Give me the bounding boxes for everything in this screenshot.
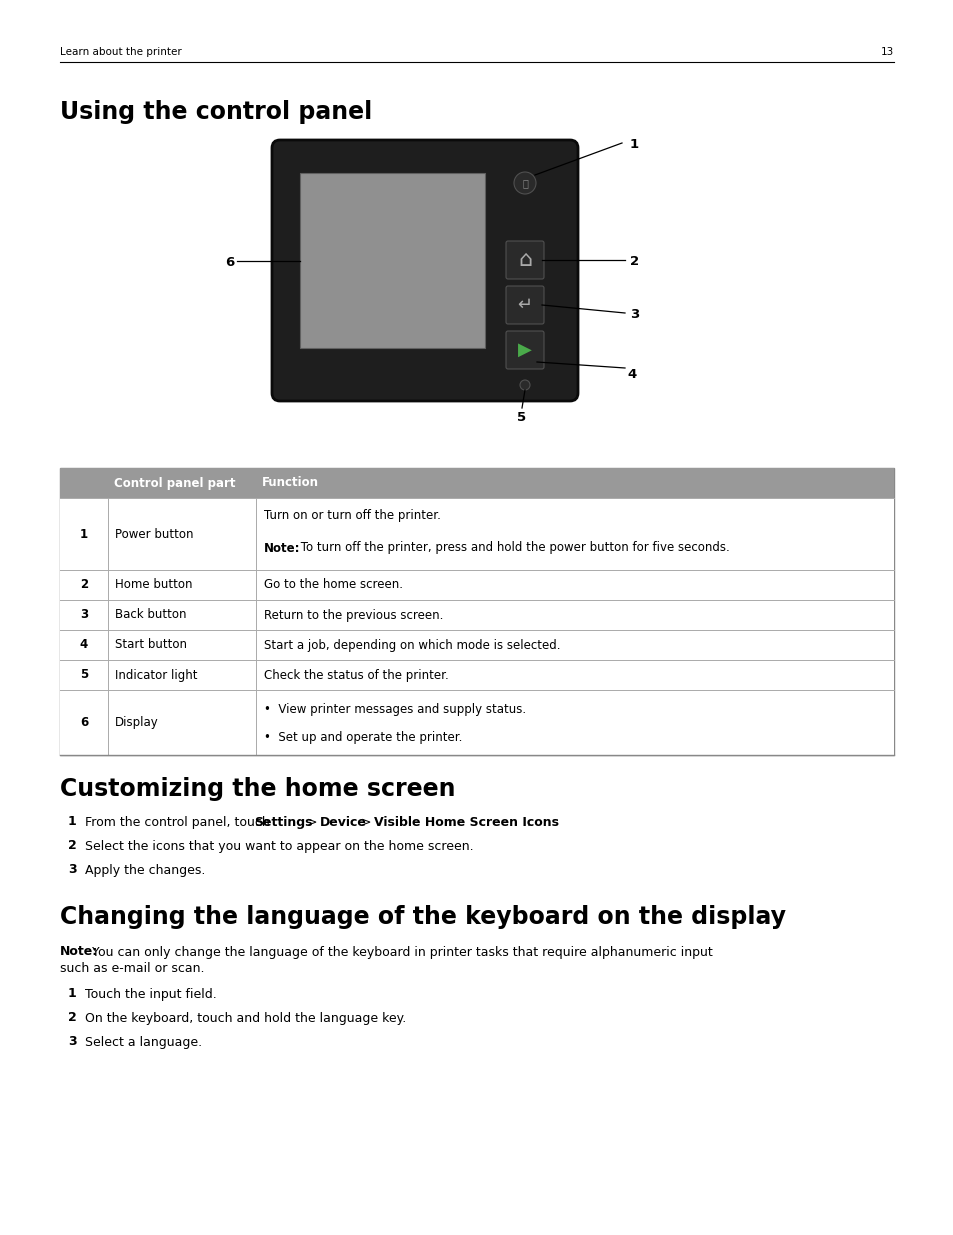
Text: 6: 6 xyxy=(225,256,234,268)
Text: Customizing the home screen: Customizing the home screen xyxy=(60,777,455,802)
FancyBboxPatch shape xyxy=(505,241,543,279)
Text: Function: Function xyxy=(262,477,318,489)
Text: 1: 1 xyxy=(68,815,76,827)
Text: ▶: ▶ xyxy=(517,341,532,359)
Text: 4: 4 xyxy=(80,638,88,652)
Text: 2: 2 xyxy=(629,254,639,268)
Bar xyxy=(60,690,893,755)
Text: ↵: ↵ xyxy=(517,296,532,314)
Text: Settings: Settings xyxy=(254,816,313,829)
Circle shape xyxy=(514,172,536,194)
Text: Select a language.: Select a language. xyxy=(85,1036,202,1049)
Text: Note:: Note: xyxy=(264,541,300,555)
Text: ⌂: ⌂ xyxy=(517,249,532,270)
Text: Go to the home screen.: Go to the home screen. xyxy=(264,578,402,592)
Text: ⏻: ⏻ xyxy=(521,178,527,188)
Text: Changing the language of the keyboard on the display: Changing the language of the keyboard on… xyxy=(60,905,785,929)
Text: >: > xyxy=(356,816,375,829)
Text: Learn about the printer: Learn about the printer xyxy=(60,47,182,57)
Text: Device: Device xyxy=(320,816,367,829)
Text: Start a job, depending on which mode is selected.: Start a job, depending on which mode is … xyxy=(264,638,560,652)
Text: 5: 5 xyxy=(517,411,526,424)
Bar xyxy=(60,659,893,690)
Text: .: . xyxy=(526,816,530,829)
Text: Display: Display xyxy=(115,716,158,729)
Text: On the keyboard, touch and hold the language key.: On the keyboard, touch and hold the lang… xyxy=(85,1011,406,1025)
Bar xyxy=(60,571,893,600)
Text: Indicator light: Indicator light xyxy=(115,668,197,682)
Text: 1: 1 xyxy=(629,138,639,151)
Text: 1: 1 xyxy=(80,527,88,541)
Text: such as e‑mail or scan.: such as e‑mail or scan. xyxy=(60,962,204,974)
Text: 3: 3 xyxy=(80,609,88,621)
Text: From the control panel, touch: From the control panel, touch xyxy=(85,816,274,829)
Bar xyxy=(60,468,893,755)
Text: Visible Home Screen Icons: Visible Home Screen Icons xyxy=(374,816,558,829)
Text: 3: 3 xyxy=(68,1035,76,1049)
Text: To turn off the printer, press and hold the power button for five seconds.: To turn off the printer, press and hold … xyxy=(296,541,729,555)
Text: •  Set up and operate the printer.: • Set up and operate the printer. xyxy=(264,730,462,743)
Text: Check the status of the printer.: Check the status of the printer. xyxy=(264,668,448,682)
Text: You can only change the language of the keyboard in printer tasks that require a: You can only change the language of the … xyxy=(91,946,712,960)
FancyBboxPatch shape xyxy=(505,287,543,324)
Text: Control panel part: Control panel part xyxy=(113,477,235,489)
Text: Return to the previous screen.: Return to the previous screen. xyxy=(264,609,443,621)
Text: 4: 4 xyxy=(626,368,636,382)
Text: 5: 5 xyxy=(80,668,88,682)
Bar xyxy=(60,498,893,571)
Text: 3: 3 xyxy=(629,308,639,321)
Text: Power button: Power button xyxy=(115,527,193,541)
Text: >: > xyxy=(303,816,321,829)
Text: 2: 2 xyxy=(68,1011,76,1024)
FancyBboxPatch shape xyxy=(272,140,578,401)
Text: Touch the input field.: Touch the input field. xyxy=(85,988,216,1002)
Text: 3: 3 xyxy=(68,863,76,876)
Bar xyxy=(299,173,484,348)
Bar xyxy=(60,468,893,498)
Text: Note:: Note: xyxy=(60,945,98,958)
Text: 6: 6 xyxy=(80,716,88,729)
Text: Back button: Back button xyxy=(115,609,186,621)
Bar xyxy=(60,600,893,630)
Circle shape xyxy=(519,380,530,390)
Text: 2: 2 xyxy=(80,578,88,592)
Bar xyxy=(60,630,893,659)
Text: 2: 2 xyxy=(68,839,76,852)
Text: Using the control panel: Using the control panel xyxy=(60,100,372,124)
Text: 1: 1 xyxy=(68,987,76,1000)
Text: Home button: Home button xyxy=(115,578,193,592)
Text: Turn on or turn off the printer.: Turn on or turn off the printer. xyxy=(264,510,440,522)
Text: Apply the changes.: Apply the changes. xyxy=(85,864,205,877)
Text: Select the icons that you want to appear on the home screen.: Select the icons that you want to appear… xyxy=(85,840,473,853)
Text: 13: 13 xyxy=(880,47,893,57)
FancyBboxPatch shape xyxy=(505,331,543,369)
Text: •  View printer messages and supply status.: • View printer messages and supply statu… xyxy=(264,704,525,716)
Text: Start button: Start button xyxy=(115,638,187,652)
